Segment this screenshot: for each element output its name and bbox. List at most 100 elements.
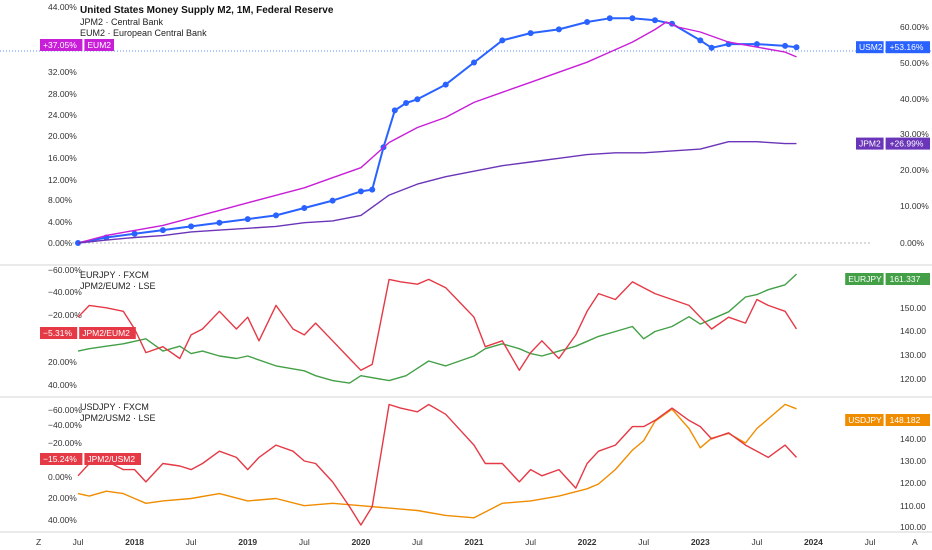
- legend-entry[interactable]: USDJPY · FXCM: [80, 402, 149, 412]
- data-point[interactable]: [131, 230, 138, 237]
- chart-title: United States Money Supply M2, 1M, Feder…: [80, 5, 334, 16]
- left-axis-tick: −40.00%: [48, 287, 82, 297]
- time-axis-tick: Jul: [299, 537, 310, 547]
- series-line-usm2[interactable]: [77, 17, 797, 244]
- legend-entry[interactable]: JPM2/USM2 · LSE: [80, 413, 156, 423]
- time-axis-tick: Jul: [525, 537, 536, 547]
- data-point[interactable]: [629, 15, 636, 22]
- left-axis-tick: 24.00%: [48, 110, 77, 120]
- right-axis-tick: 120.00: [900, 374, 926, 384]
- data-point[interactable]: [329, 197, 336, 204]
- data-point[interactable]: [414, 96, 421, 103]
- data-point[interactable]: [652, 17, 658, 24]
- time-axis-tick: Jul: [751, 537, 762, 547]
- left-axis-tick: 4.00%: [48, 217, 73, 227]
- left-axis-tick: 20.00%: [48, 357, 77, 367]
- series-line-jpm2[interactable]: [77, 141, 797, 244]
- time-axis-tick: Jul: [412, 537, 423, 547]
- data-point[interactable]: [471, 59, 477, 66]
- left-axis-tick: 40.00%: [48, 380, 77, 390]
- left-axis-tick: 32.00%: [48, 67, 77, 77]
- tag-label-box: [845, 414, 884, 426]
- right-axis-tick: 50.00%: [900, 58, 929, 68]
- tag-label: JPM2: [859, 139, 881, 149]
- price-tag-usdjpy[interactable]: USDJPY 148.182: [845, 414, 930, 426]
- time-axis-tick: Jul: [73, 537, 84, 547]
- data-point[interactable]: [403, 100, 410, 106]
- time-axis-tick: 2024: [804, 537, 823, 547]
- right-axis-tick: 60.00%: [900, 22, 929, 32]
- price-tag-eurjpy[interactable]: EURJPY 161.337: [845, 273, 930, 285]
- data-point[interactable]: [301, 205, 308, 211]
- tag-label-box: [856, 41, 884, 54]
- time-axis-tick: Jul: [186, 537, 197, 547]
- data-point[interactable]: [584, 19, 591, 25]
- price-tag-usm2[interactable]: USM2 +53.16%: [856, 41, 930, 54]
- price-tag-jpm2-usm2[interactable]: −15.24% JPM2/USM2: [40, 453, 141, 465]
- time-axis-tick: 2022: [578, 537, 597, 547]
- price-tag-eum2[interactable]: +37.05% EUM2: [40, 39, 114, 51]
- right-axis-tick: 100.00: [900, 522, 926, 532]
- data-point[interactable]: [188, 223, 195, 230]
- left-axis-tick: −20.00%: [48, 438, 82, 448]
- legend-entry[interactable]: EURJPY · FXCM: [80, 270, 149, 280]
- price-tag-jpm2-eum2[interactable]: −5.31% JPM2/EUM2: [40, 327, 136, 339]
- right-axis-tick: 130.00: [900, 350, 926, 360]
- data-point[interactable]: [369, 186, 376, 193]
- time-axis-tick: Jul: [638, 537, 649, 547]
- left-axis-tick: 40.00%: [48, 515, 77, 525]
- tag-value-box: [40, 39, 83, 51]
- legend-entry[interactable]: JPM2/EUM2 · LSE: [80, 281, 156, 291]
- left-axis-tick: 20.00%: [48, 131, 77, 141]
- series-line-jpm2-eum2[interactable]: [77, 278, 798, 371]
- right-axis-tick: 110.00: [900, 501, 926, 511]
- auto-scale-button[interactable]: A: [912, 537, 918, 547]
- right-axis-tick: 130.00: [900, 456, 926, 466]
- data-point[interactable]: [555, 26, 562, 33]
- data-point[interactable]: [216, 219, 223, 226]
- legend-entry[interactable]: JPM2 · Central Bank: [80, 17, 164, 27]
- data-point[interactable]: [708, 44, 715, 51]
- data-point[interactable]: [442, 81, 449, 88]
- tag-value-box: [885, 414, 930, 426]
- tag-value-box: [40, 327, 78, 339]
- left-axis-tick: 8.00%: [48, 195, 73, 205]
- left-axis-tick: 0.00%: [48, 472, 73, 482]
- tag-label: USM2: [859, 42, 883, 52]
- left-axis-tick: 44.00%: [48, 2, 77, 12]
- series-line-eum2[interactable]: [77, 21, 797, 244]
- data-point[interactable]: [606, 15, 613, 22]
- price-tag-jpm2[interactable]: JPM2 +26.99%: [856, 137, 930, 150]
- data-point[interactable]: [244, 216, 251, 223]
- data-point[interactable]: [697, 37, 704, 44]
- right-axis-tick: 10.00%: [900, 201, 929, 211]
- tag-value-box: [40, 453, 83, 465]
- right-axis-tick: 140.00: [900, 326, 926, 336]
- time-axis-tick: 2023: [691, 537, 710, 547]
- data-point[interactable]: [357, 188, 364, 195]
- data-point[interactable]: [753, 41, 760, 48]
- left-axis-tick: 20.00%: [48, 493, 77, 503]
- data-point[interactable]: [273, 212, 279, 219]
- right-axis-tick: 120.00: [900, 478, 926, 488]
- tag-label: JPM2/EUM2: [82, 328, 130, 338]
- series-line-eurjpy[interactable]: [77, 273, 797, 384]
- tag-label: JPM2/USM2: [87, 454, 135, 464]
- data-point[interactable]: [793, 44, 800, 51]
- legend-entry[interactable]: EUM2 · European Central Bank: [80, 28, 207, 38]
- data-point[interactable]: [499, 37, 506, 44]
- tag-label: USDJPY: [848, 415, 882, 425]
- tag-value: +37.05%: [43, 40, 77, 50]
- time-axis-tick: 2020: [351, 537, 370, 547]
- series-line-jpm2-usm2[interactable]: [77, 403, 798, 526]
- zoom-reset-button[interactable]: Z: [36, 537, 41, 547]
- data-point[interactable]: [159, 227, 166, 234]
- left-axis-tick: −40.00%: [48, 420, 82, 430]
- data-point[interactable]: [527, 30, 534, 37]
- tag-label: EUM2: [87, 40, 111, 50]
- data-point[interactable]: [782, 42, 789, 49]
- left-axis-tick: 0.00%: [48, 238, 73, 248]
- data-point[interactable]: [391, 107, 398, 114]
